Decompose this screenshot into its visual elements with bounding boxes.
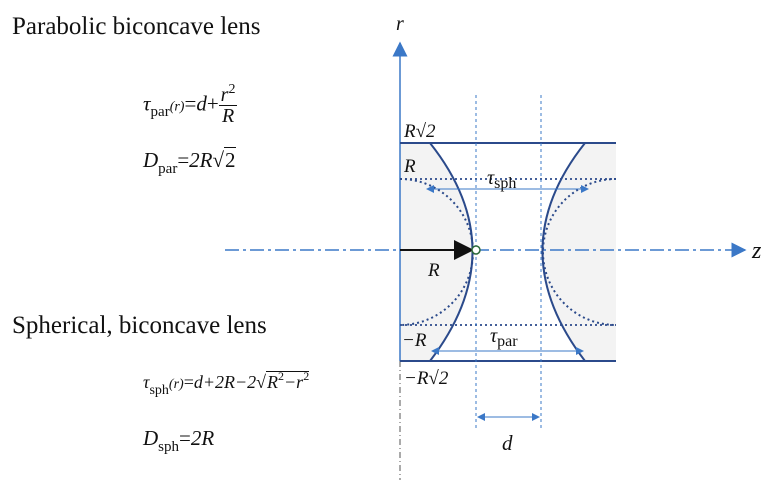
fraction-denominator: R bbox=[221, 105, 235, 127]
tau-sph-eq: = bbox=[183, 372, 194, 392]
center-point bbox=[471, 245, 481, 255]
tau-par-d: d bbox=[196, 91, 207, 116]
d-sph-sub: sph bbox=[158, 439, 180, 455]
label-r-top: R bbox=[403, 156, 416, 177]
d-par-formula: Dpar=2R√2 bbox=[143, 147, 236, 177]
tau-par-sub: par bbox=[150, 104, 170, 121]
tau-par-arg: (r) bbox=[169, 99, 185, 115]
tau-sph-sqrt-symbol: √ bbox=[256, 372, 267, 392]
tau-par-formula: τpar(r)=d+ r2 R bbox=[143, 82, 238, 127]
r-axis-label: r bbox=[396, 13, 404, 35]
z-axis-label: z bbox=[751, 238, 762, 264]
tau-sph-formula: τsph(r)=d+2R−2√R2−r2 bbox=[143, 369, 310, 398]
sqrt-exp-1: 2 bbox=[278, 369, 285, 383]
tau-par-fraction: r2 R bbox=[218, 82, 238, 127]
right-sphere bbox=[542, 178, 617, 326]
sqrt-arg: R bbox=[267, 372, 279, 392]
d-sph-formula: Dsph=2R bbox=[143, 426, 215, 455]
left-sphere bbox=[399, 178, 474, 326]
d-par-sub: par bbox=[158, 161, 178, 177]
tau-sph-sub: sph bbox=[149, 383, 169, 398]
right-lens-fill bbox=[542, 143, 616, 361]
d-par-body: 2R bbox=[189, 148, 213, 172]
sqrt-exp-2: 2 bbox=[303, 369, 310, 383]
tau-sph-body: d+2R−2 bbox=[193, 372, 257, 392]
sqrt-minus: −r bbox=[284, 372, 304, 392]
label-minus-r-sqrt2: −R√2 bbox=[404, 368, 449, 389]
tau-par-label: τpar bbox=[490, 325, 518, 350]
tau-symbol: τ bbox=[143, 372, 150, 392]
right-parabola bbox=[541, 142, 586, 362]
tau-par-eq: = bbox=[184, 91, 197, 116]
d-par-sqrt-arg: 2 bbox=[224, 147, 236, 172]
label-radius: R bbox=[427, 260, 440, 281]
tau-par-plus: + bbox=[206, 91, 219, 116]
tau-sph-sqrt-content: R2−r2 bbox=[266, 369, 310, 392]
d-sph-symbol: D bbox=[143, 426, 159, 450]
tau-sph-arg: (r) bbox=[168, 377, 184, 392]
spherical-heading: Spherical, biconcave lens bbox=[12, 312, 267, 339]
fraction-numerator: r bbox=[220, 84, 229, 106]
label-d: d bbox=[502, 431, 513, 455]
label-minus-r: −R bbox=[402, 330, 427, 351]
parabolic-heading: Parabolic biconcave lens bbox=[12, 13, 261, 40]
d-sph-body: 2R bbox=[190, 426, 215, 450]
tau-sph-label: τsph bbox=[487, 167, 516, 192]
d-par-eq: = bbox=[177, 148, 190, 172]
d-par-symbol: D bbox=[143, 148, 159, 172]
d-sph-eq: = bbox=[179, 426, 191, 450]
d-par-sqrt-symbol: √ bbox=[212, 148, 225, 172]
label-r-sqrt2: R√2 bbox=[403, 121, 436, 142]
fraction-exponent: 2 bbox=[228, 82, 236, 97]
tau-symbol: τ bbox=[143, 91, 151, 116]
left-lens-fill bbox=[400, 143, 473, 361]
